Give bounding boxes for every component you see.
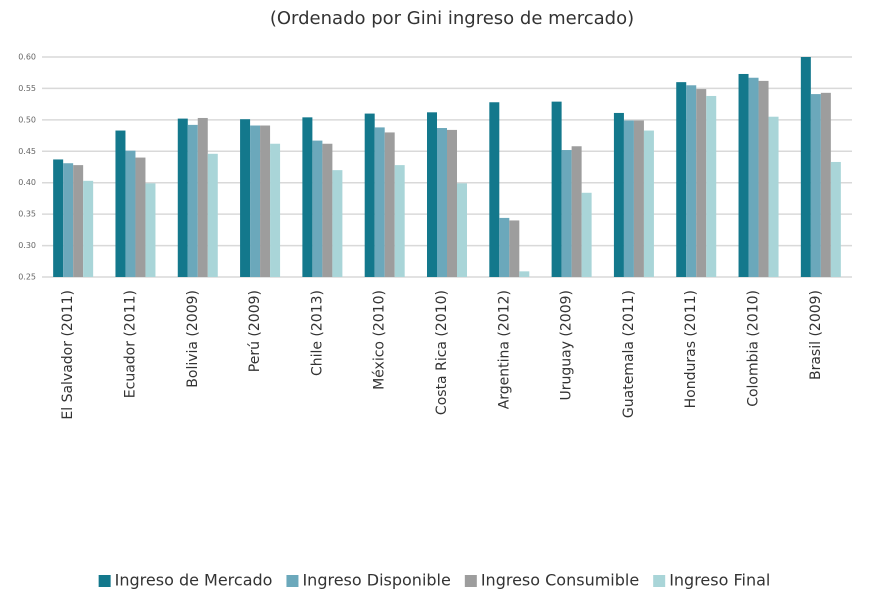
bar bbox=[696, 89, 707, 277]
bar bbox=[623, 120, 634, 277]
bar bbox=[437, 128, 447, 277]
x-tick-label: Ecuador (2011) bbox=[122, 290, 138, 398]
bar bbox=[676, 82, 687, 278]
bar bbox=[768, 116, 779, 277]
bar bbox=[177, 118, 188, 277]
bar bbox=[302, 117, 313, 277]
y-tick-label: 0.35 bbox=[18, 210, 36, 219]
legend-label: Ingreso de Mercado bbox=[115, 571, 273, 590]
bar bbox=[706, 95, 717, 277]
x-tick-label: Chile (2013) bbox=[309, 290, 325, 376]
bar bbox=[561, 150, 572, 277]
bar bbox=[332, 170, 343, 277]
bar bbox=[499, 217, 510, 277]
bar bbox=[800, 57, 811, 277]
bar bbox=[738, 73, 749, 277]
y-tick-label: 0.40 bbox=[18, 178, 36, 187]
legend-label: Ingreso Final bbox=[669, 571, 770, 590]
bar bbox=[115, 130, 126, 277]
y-tick-label: 0.55 bbox=[18, 84, 36, 93]
bar bbox=[197, 117, 208, 277]
bar bbox=[384, 132, 395, 277]
bar bbox=[509, 220, 520, 277]
x-tick-label: Brasil (2009) bbox=[808, 290, 824, 380]
bar bbox=[748, 77, 759, 277]
bar bbox=[73, 165, 84, 277]
x-tick-label: Uruguay (2009) bbox=[559, 290, 575, 401]
bar bbox=[145, 183, 156, 277]
legend-swatch bbox=[653, 575, 666, 587]
y-tick-label: 0.25 bbox=[18, 273, 36, 282]
y-tick-label: 0.45 bbox=[18, 147, 36, 156]
bar bbox=[613, 112, 624, 277]
bar bbox=[83, 180, 94, 277]
bar bbox=[260, 125, 271, 277]
bar bbox=[820, 92, 831, 277]
x-tick-label: Guatemala (2011) bbox=[621, 290, 637, 418]
legend-swatch bbox=[464, 575, 477, 587]
x-tick-label: Colombia (2010) bbox=[746, 290, 762, 407]
bar bbox=[135, 157, 146, 277]
chart-title: (Ordenado por Gini ingreso de mercado) bbox=[270, 8, 634, 29]
bar bbox=[125, 150, 136, 277]
bar bbox=[758, 80, 769, 277]
bar bbox=[53, 159, 64, 277]
x-tick-label: Perú (2009) bbox=[247, 290, 263, 372]
bar bbox=[457, 183, 467, 277]
bar bbox=[207, 153, 218, 277]
x-tick-label: Argentina (2012) bbox=[496, 290, 512, 409]
bar bbox=[581, 192, 592, 277]
bar bbox=[374, 127, 385, 278]
bar bbox=[810, 94, 821, 277]
x-tick-label: Bolivia (2009) bbox=[185, 290, 201, 388]
bar bbox=[447, 129, 457, 277]
x-tick-label: Costa Rica (2010) bbox=[434, 290, 450, 415]
bar bbox=[830, 161, 841, 277]
bar bbox=[322, 143, 333, 277]
y-tick-label: 0.30 bbox=[18, 241, 36, 250]
bar bbox=[250, 125, 261, 277]
bar bbox=[270, 143, 281, 277]
bar bbox=[489, 102, 500, 277]
bar bbox=[551, 101, 562, 277]
bar bbox=[686, 85, 697, 278]
bar bbox=[519, 271, 530, 277]
bar bbox=[63, 163, 74, 277]
y-tick-label: 0.50 bbox=[18, 115, 36, 124]
y-tick-label: 0.60 bbox=[18, 53, 36, 62]
legend-label: Ingreso Consumible bbox=[481, 571, 639, 590]
x-tick-label: El Salvador (2011) bbox=[60, 290, 76, 420]
bar bbox=[633, 120, 644, 277]
bar bbox=[187, 124, 198, 277]
x-tick-label: México (2010) bbox=[372, 290, 388, 390]
legend-swatch bbox=[286, 575, 299, 587]
bar bbox=[643, 130, 654, 277]
bar bbox=[427, 112, 437, 277]
legend-label: Ingreso Disponible bbox=[302, 571, 450, 590]
bar bbox=[394, 165, 405, 277]
x-tick-label: Honduras (2011) bbox=[683, 290, 699, 408]
bar bbox=[571, 146, 582, 277]
bar bbox=[364, 113, 375, 277]
legend-swatch bbox=[98, 575, 111, 587]
bar bbox=[312, 140, 323, 277]
bar bbox=[240, 119, 251, 277]
